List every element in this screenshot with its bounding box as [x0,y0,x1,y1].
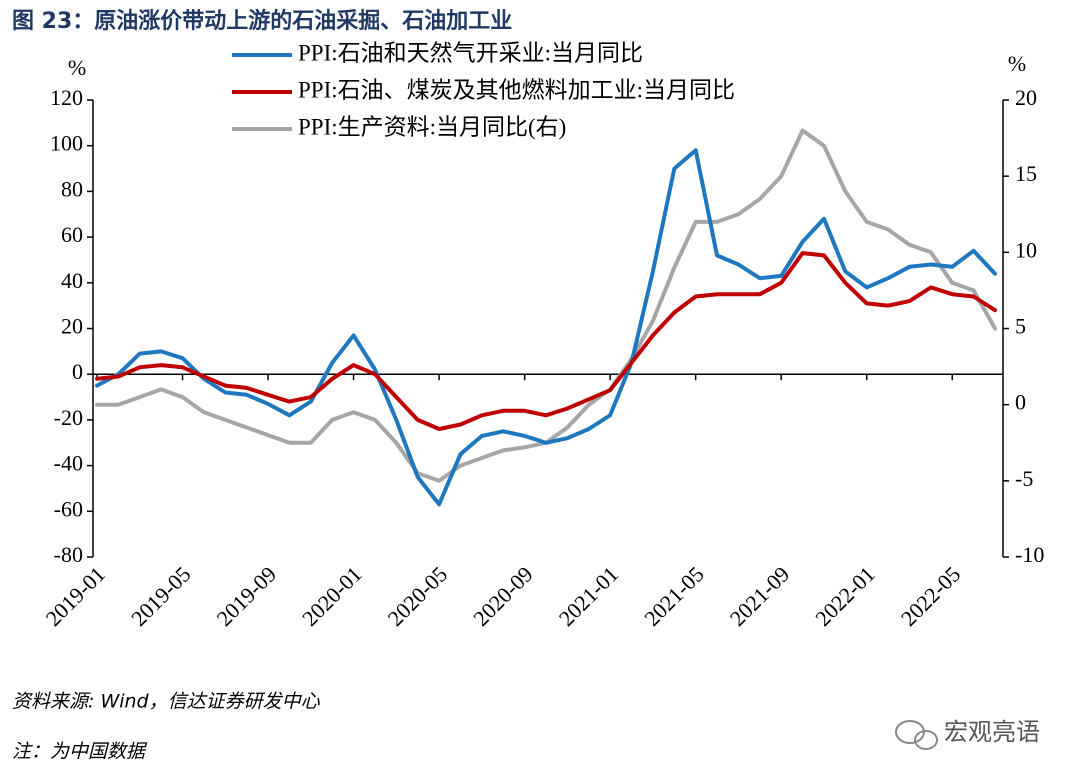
y-tick-label: -20 [54,405,83,430]
y-tick-label: -60 [54,496,83,521]
x-tick-label: 2021-01 [554,561,624,631]
y-tick-label: 60 [61,222,83,247]
y2-tick-label: 20 [1015,85,1037,110]
x-tick-label: 2021-09 [725,561,795,631]
footnote: 注：为中国数据 [12,741,148,763]
watermark: 宏观亮语 [944,718,1040,746]
y2-axis-label: % [1008,51,1026,76]
x-tick-label: 2021-05 [639,561,709,631]
x-tick-label: 2020-05 [383,561,453,631]
y-tick-label: 80 [61,176,83,201]
series-line [95,128,997,483]
y2-tick-label: 10 [1015,237,1037,262]
y-tick-label: -80 [54,542,83,567]
y2-tick-label: 15 [1015,161,1037,186]
legend-label: PPI:生产资料:当月同比(右) [298,114,566,139]
y2-tick-label: -10 [1015,542,1044,567]
x-tick-label: 2019-05 [126,561,196,631]
series-line [95,251,997,431]
x-tick-label: 2020-09 [468,561,538,631]
legend-label: PPI:石油和天然气开采业:当月同比 [298,40,643,65]
source-note: 资料来源: Wind，信达证券研发中心 [12,691,321,713]
y-tick-label: 0 [72,359,83,384]
y-tick-label: 20 [61,314,83,339]
legend-label: PPI:石油、煤炭及其他燃料加工业:当月同比 [298,77,735,102]
x-tick-label: 2019-01 [41,561,111,631]
x-tick-label: 2022-01 [810,561,880,631]
y2-tick-label: -5 [1015,466,1033,491]
x-tick-label: 2022-05 [896,561,966,631]
series-line [95,148,997,507]
y-tick-label: 40 [61,268,83,293]
y-tick-label: -40 [54,451,83,476]
watermark-icon [895,720,938,750]
y-tick-label: 120 [50,85,83,110]
chart-title: 图 23：原油涨价带动上游的石油采掘、石油加工业 [12,8,512,34]
y2-tick-label: 0 [1015,390,1026,415]
y-axis-label: % [68,55,86,80]
y-tick-label: 100 [50,131,83,156]
y2-tick-label: 5 [1015,314,1026,339]
x-tick-label: 2020-01 [297,561,367,631]
x-tick-label: 2019-09 [212,561,282,631]
